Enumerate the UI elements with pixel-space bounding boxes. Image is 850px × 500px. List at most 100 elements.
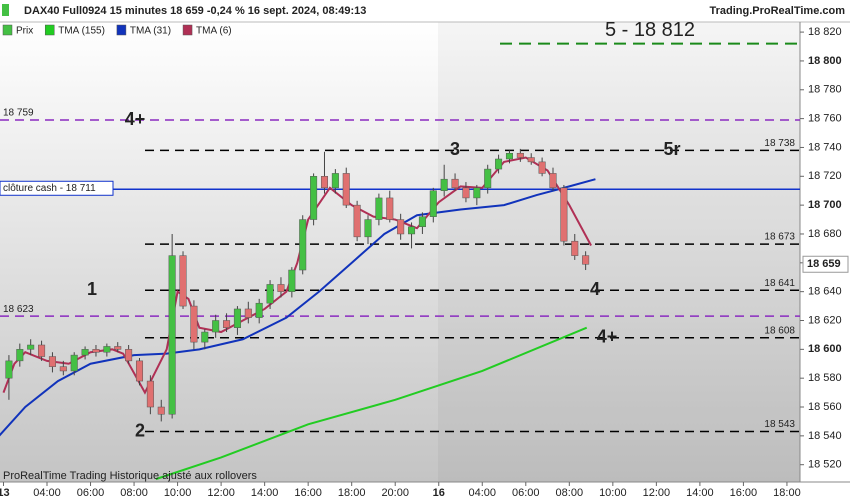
- symbol-icon: [2, 4, 9, 16]
- y-tick-label: 18 720: [808, 170, 842, 182]
- candle-body: [353, 204, 361, 238]
- y-tick-label: 18 780: [808, 84, 842, 96]
- candle-body: [59, 366, 67, 372]
- x-tick-label: 06:00: [77, 487, 105, 499]
- candle-body: [516, 152, 524, 158]
- y-tick-label: 18 680: [808, 228, 842, 240]
- x-tick-label: 13: [0, 487, 10, 499]
- x-tick-label: 16:00: [730, 487, 758, 499]
- level-right-label: 18 543: [764, 419, 795, 430]
- ma-line: [155, 326, 588, 481]
- candle-body: [538, 161, 546, 174]
- level-right-label: 18 673: [764, 232, 795, 243]
- candle-body: [505, 152, 513, 160]
- x-tick-label: 04:00: [468, 487, 496, 499]
- candle-body: [527, 157, 535, 163]
- candle-body: [495, 158, 503, 170]
- candle-body: [157, 406, 165, 415]
- candle-body: [462, 187, 470, 199]
- candle-body: [266, 284, 274, 304]
- legend-swatch: [44, 24, 55, 36]
- candle-body: [277, 284, 285, 292]
- candle-body: [135, 360, 144, 382]
- level-tag: 4: [590, 279, 600, 299]
- level-label-box: [0, 180, 114, 196]
- candle-body: [473, 187, 481, 199]
- legend-label: TMA (31): [130, 26, 171, 37]
- x-tick-label: 14:00: [251, 487, 279, 499]
- x-tick-label: 06:00: [512, 487, 540, 499]
- y-tick-label: 18 800: [808, 55, 842, 67]
- x-tick-label: 18:00: [338, 487, 366, 499]
- candle-body: [70, 354, 78, 372]
- y-tick-label: 18 620: [808, 314, 842, 326]
- legend-label: Prix: [16, 26, 33, 37]
- candle-body: [386, 197, 394, 220]
- candle-body: [114, 346, 122, 350]
- ma-line: [0, 178, 596, 437]
- candle-body: [81, 349, 89, 356]
- candle-body: [310, 176, 318, 220]
- x-tick-label: 20:00: [381, 487, 409, 499]
- candle-body: [223, 320, 231, 328]
- candle-body: [331, 173, 339, 189]
- legend-label: TMA (155): [58, 26, 105, 37]
- x-tick-label: 16:00: [294, 487, 322, 499]
- candle-body: [397, 219, 405, 235]
- candle-body: [125, 349, 133, 362]
- y-tick-label: 18 740: [808, 141, 842, 153]
- y-tick-label: 18 540: [808, 430, 842, 442]
- level-tag: 5 - 18 812: [605, 19, 695, 41]
- candle-body: [484, 168, 492, 189]
- last-price-label: 18 659: [807, 258, 841, 270]
- header-title: DAX40 Full0924 15 minutes 18 659 -0,24 %…: [24, 5, 366, 17]
- legend-swatch: [2, 24, 13, 36]
- header-bar: [0, 0, 850, 22]
- candle-body: [418, 216, 426, 228]
- candle-body: [146, 380, 154, 408]
- candle-body: [27, 344, 35, 350]
- candle-body: [212, 320, 220, 333]
- candle-body: [582, 255, 590, 265]
- y-tick-label: 18 760: [808, 113, 842, 125]
- legend-swatch: [116, 24, 127, 36]
- y-tick-label: 18 520: [808, 459, 842, 471]
- candle-body: [288, 269, 296, 292]
- source: Trading.ProRealTime.com: [709, 5, 845, 17]
- candle-body: [233, 308, 241, 328]
- level-tag: 3: [450, 139, 460, 159]
- level-left-label: clôture cash - 18 711: [3, 183, 96, 194]
- last-price-box: [802, 255, 849, 273]
- x-tick-label: 14:00: [686, 487, 714, 499]
- x-tick-label: 18:00: [773, 487, 801, 499]
- y-tick-label: 18 700: [808, 199, 842, 211]
- y-tick-label: 18 600: [808, 343, 842, 355]
- candle-body: [560, 187, 568, 242]
- x-tick-label: 16: [433, 487, 445, 499]
- candle-body: [571, 240, 579, 256]
- candle-body: [342, 173, 350, 206]
- candle-body: [451, 178, 459, 189]
- x-tick-label: 10:00: [599, 487, 627, 499]
- candle-body: [375, 197, 383, 220]
- level-right-label: 18 738: [764, 138, 795, 149]
- level-tag: 1: [87, 279, 97, 299]
- x-tick-label: 12:00: [643, 487, 671, 499]
- candle-body: [179, 255, 187, 307]
- x-tick-label: 08:00: [556, 487, 584, 499]
- candle-body: [440, 178, 448, 191]
- session-band: [438, 22, 800, 482]
- level-tag: 5r: [663, 139, 680, 159]
- level-tag: 2: [135, 420, 145, 440]
- candle-body: [364, 219, 372, 238]
- candle-body: [320, 176, 328, 189]
- y-tick-label: 18 640: [808, 286, 842, 298]
- candle-body: [92, 349, 100, 353]
- candle-body: [16, 349, 24, 362]
- candle-body: [244, 308, 252, 318]
- legend-label: TMA (6): [196, 26, 232, 37]
- candle-body: [201, 331, 209, 343]
- level-right-label: 18 641: [764, 278, 795, 289]
- legend-swatch: [182, 24, 193, 36]
